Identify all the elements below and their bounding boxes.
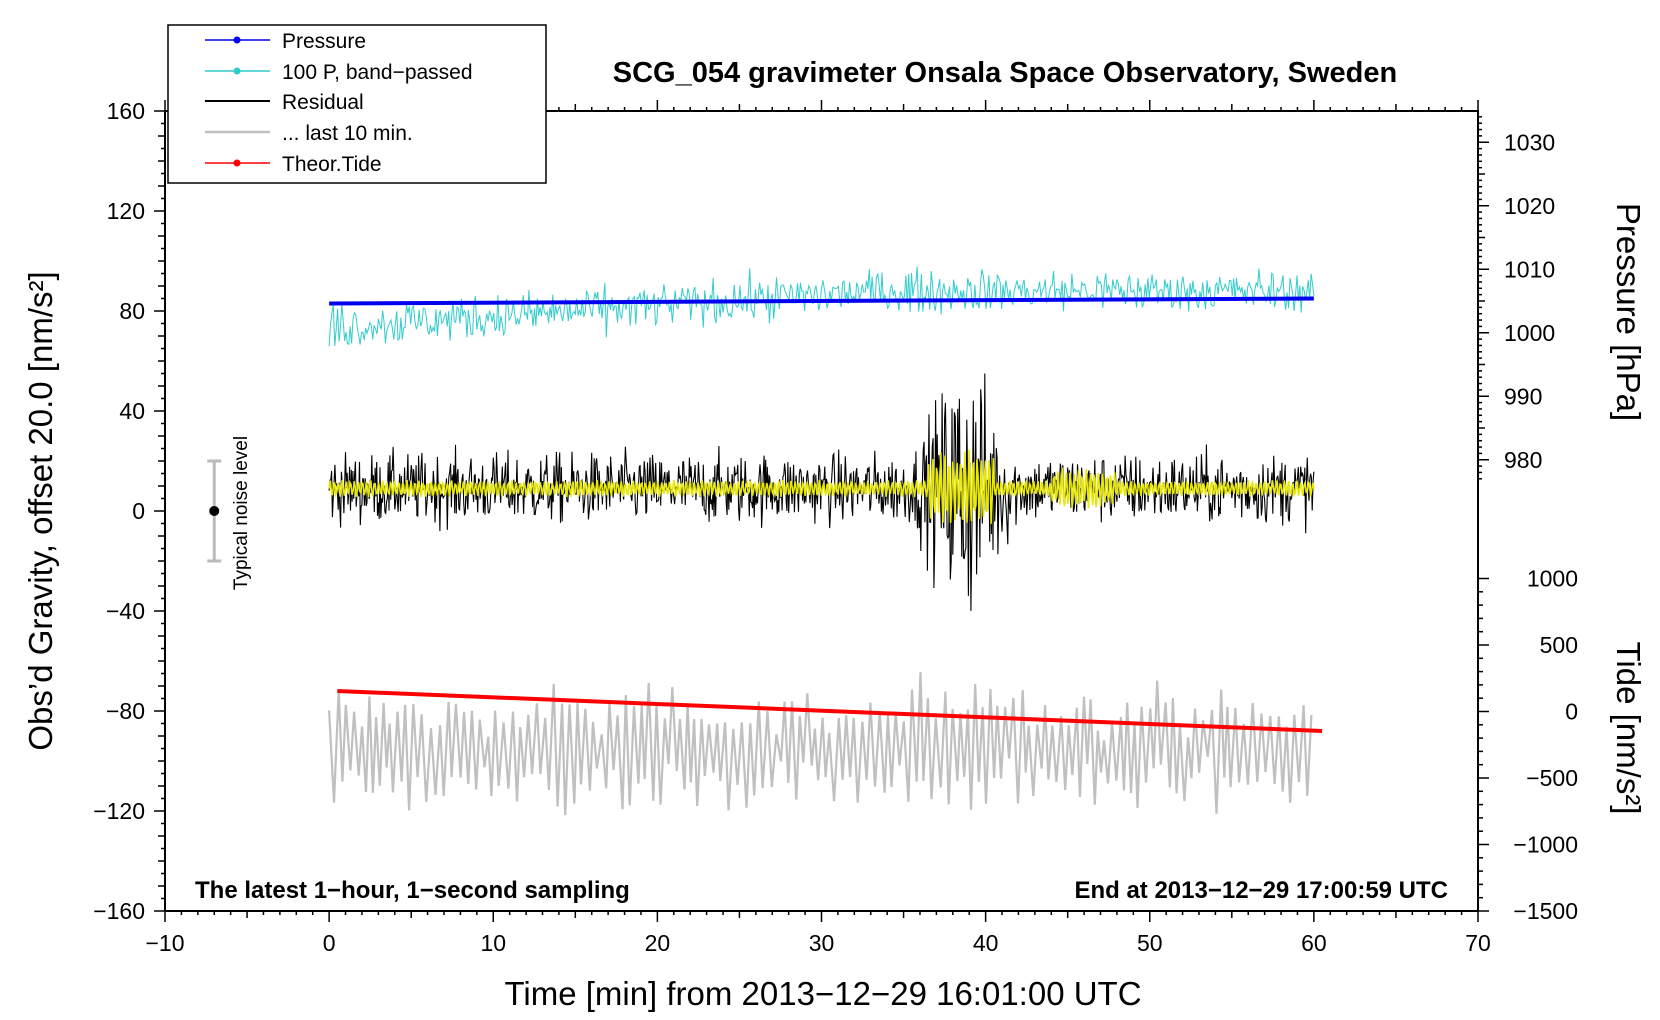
series-gray-trace: [328, 672, 1313, 816]
tide-tick-label: 1000: [1527, 566, 1578, 592]
x-tick-label: 20: [645, 930, 671, 956]
x-tick-label: 60: [1301, 930, 1327, 956]
noise-level-label: Typical noise level: [231, 436, 252, 590]
annotation-sampling: The latest 1−hour, 1−second sampling: [195, 877, 630, 904]
y-tick-label: 120: [107, 198, 145, 224]
x-tick-label: 30: [809, 930, 835, 956]
legend-label-residual: Residual: [282, 91, 364, 114]
pressure-tick-label: 1030: [1504, 129, 1555, 155]
y-axis-title-pressure: Pressure [hPa]: [1610, 203, 1647, 421]
legend-label-pressure: Pressure: [282, 30, 366, 53]
series-theor-tide: [337, 689, 1323, 733]
series-residual: [328, 373, 1315, 611]
tide-tick-label: 0: [1565, 699, 1578, 725]
legend-marker-tide: [233, 159, 241, 167]
pressure-tick-label: 980: [1504, 447, 1542, 473]
y-tick-label: −80: [106, 698, 145, 724]
y-axis-title-left: Obs’d Gravity, offset 20.0 [nm/s²]: [22, 271, 59, 750]
annotation-end-time: End at 2013−12−29 17:00:59 UTC: [1074, 877, 1448, 904]
noise-level-indicator: Typical noise level: [207, 436, 252, 590]
x-tick-label: 50: [1137, 930, 1163, 956]
noise-level-dot: [209, 506, 220, 516]
x-tick-label: 40: [973, 930, 999, 956]
legend-item-tide: Theor.Tide: [205, 153, 382, 176]
legend-box: [167, 24, 547, 184]
x-tick-label: 70: [1465, 930, 1491, 956]
pressure-tick-label: 1010: [1504, 256, 1555, 282]
legend-item-last10: ... last 10 min.: [205, 122, 413, 145]
tide-tick-label: −1000: [1513, 832, 1578, 858]
x-tick-label: 0: [323, 930, 336, 956]
y-tick-label: −160: [93, 898, 145, 924]
legend-marker-pressure: [233, 36, 241, 44]
y-axis-title-tide: Tide [nm/s²]: [1610, 642, 1647, 815]
pressure-tick-label: 1000: [1504, 320, 1555, 346]
axes-layer: −10 0 10 20 30 40 50 60 7016012080400−40−80−120−…: [93, 98, 1578, 956]
y-tick-label: 80: [119, 298, 145, 324]
legend: Pressure 100 P, band−passed Residual ...…: [167, 24, 547, 184]
y-tick-label: 160: [107, 98, 145, 124]
series-layer: [328, 266, 1323, 816]
y-tick-label: −40: [106, 598, 145, 624]
legend-item-pressure: Pressure: [205, 30, 366, 53]
legend-item-residual: Residual: [205, 91, 364, 114]
legend-label-last10: ... last 10 min.: [282, 122, 413, 145]
y-tick-label: 40: [119, 398, 145, 424]
x-axis-title: Time [min] from 2013−12−29 16:01:00 UTC: [504, 975, 1141, 1012]
pressure-tick-label: 990: [1504, 383, 1542, 409]
tide-tick-label: −500: [1526, 765, 1578, 791]
chart-title: SCG_054 gravimeter Onsala Space Observat…: [613, 57, 1397, 89]
series-last-10-min: [328, 449, 1315, 524]
series-pressure: [329, 296, 1314, 306]
legend-item-bandpassed: 100 P, band−passed: [205, 61, 473, 84]
series-bandpassed-pressure: [328, 266, 1315, 347]
x-tick-label: 10: [480, 930, 506, 956]
tide-tick-label: 500: [1540, 632, 1578, 658]
y-tick-label: −120: [93, 798, 145, 824]
x-tick-label: −10: [145, 930, 184, 956]
tide-tick-label: −1500: [1513, 898, 1578, 924]
y-tick-label: 0: [132, 498, 145, 524]
legend-label-bandpassed: 100 P, band−passed: [282, 61, 473, 84]
legend-label-tide: Theor.Tide: [282, 153, 382, 176]
legend-marker-bandpassed: [233, 67, 241, 75]
pressure-tick-label: 1020: [1504, 193, 1555, 219]
